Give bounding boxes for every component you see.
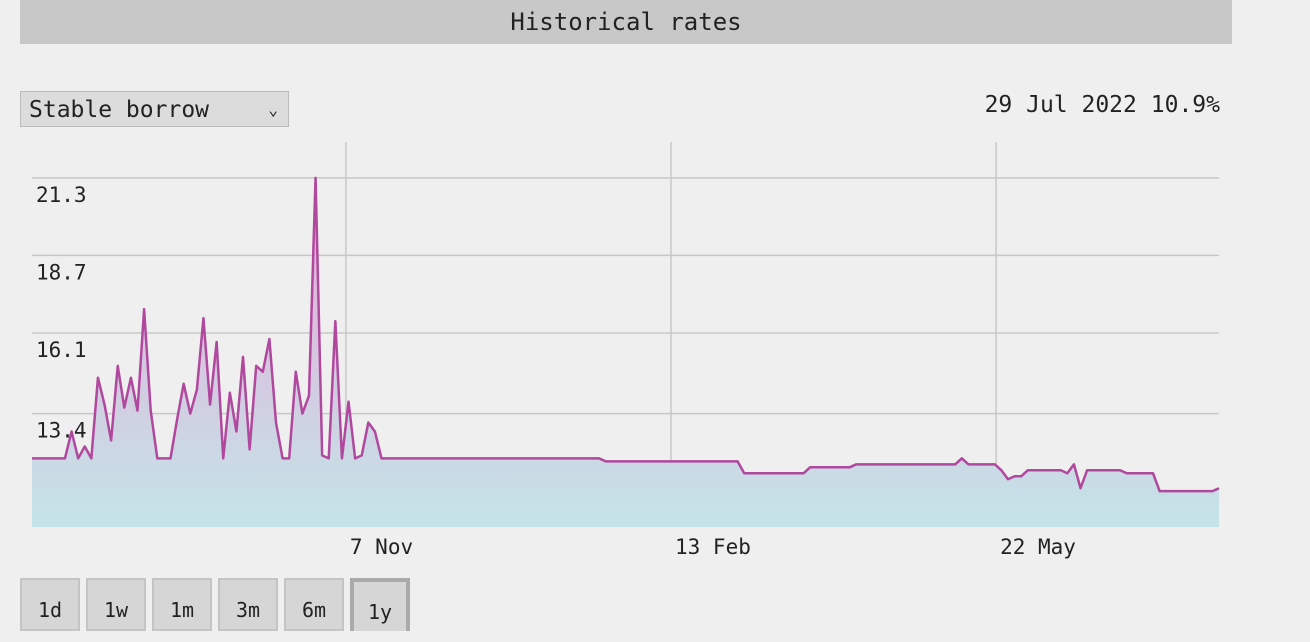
chart: 7 Nov 13 Feb 22 May 13.4 16.1 18.7 21.3 [32,142,1220,559]
header-title: Historical rates [20,0,1232,44]
range-button[interactable]: 1w [86,578,146,631]
rate-line [32,176,1220,493]
range-button[interactable]: 3m [218,578,278,631]
y-tick-label: 13.4 [36,419,87,443]
x-tick-label: 13 Feb [675,535,751,559]
range-button[interactable]: 1d [20,578,80,631]
dropdown-label: Stable borrow [29,97,210,123]
area-fill [32,177,1219,527]
y-tick-label: 16.1 [36,338,87,362]
y-tick-label: 18.7 [36,260,87,284]
rate-dropdown[interactable]: Stable borrow ⌄ [20,91,289,127]
dropdown-arrow: ⌄ [268,100,278,119]
y-tick-label: 21.3 [36,183,87,207]
range-button[interactable]: 6m [284,578,344,631]
range-button[interactable]: 1m [152,578,212,631]
readout-date: 29 Jul 2022 [984,92,1137,118]
x-tick-label: 7 Nov [350,535,413,559]
x-tick-label: 22 May [1000,535,1076,559]
readout-value: 10.9% [1150,92,1220,118]
readout: 29 Jul 2022 10.9% [985,92,1220,118]
range-button[interactable]: 1y [350,578,410,631]
